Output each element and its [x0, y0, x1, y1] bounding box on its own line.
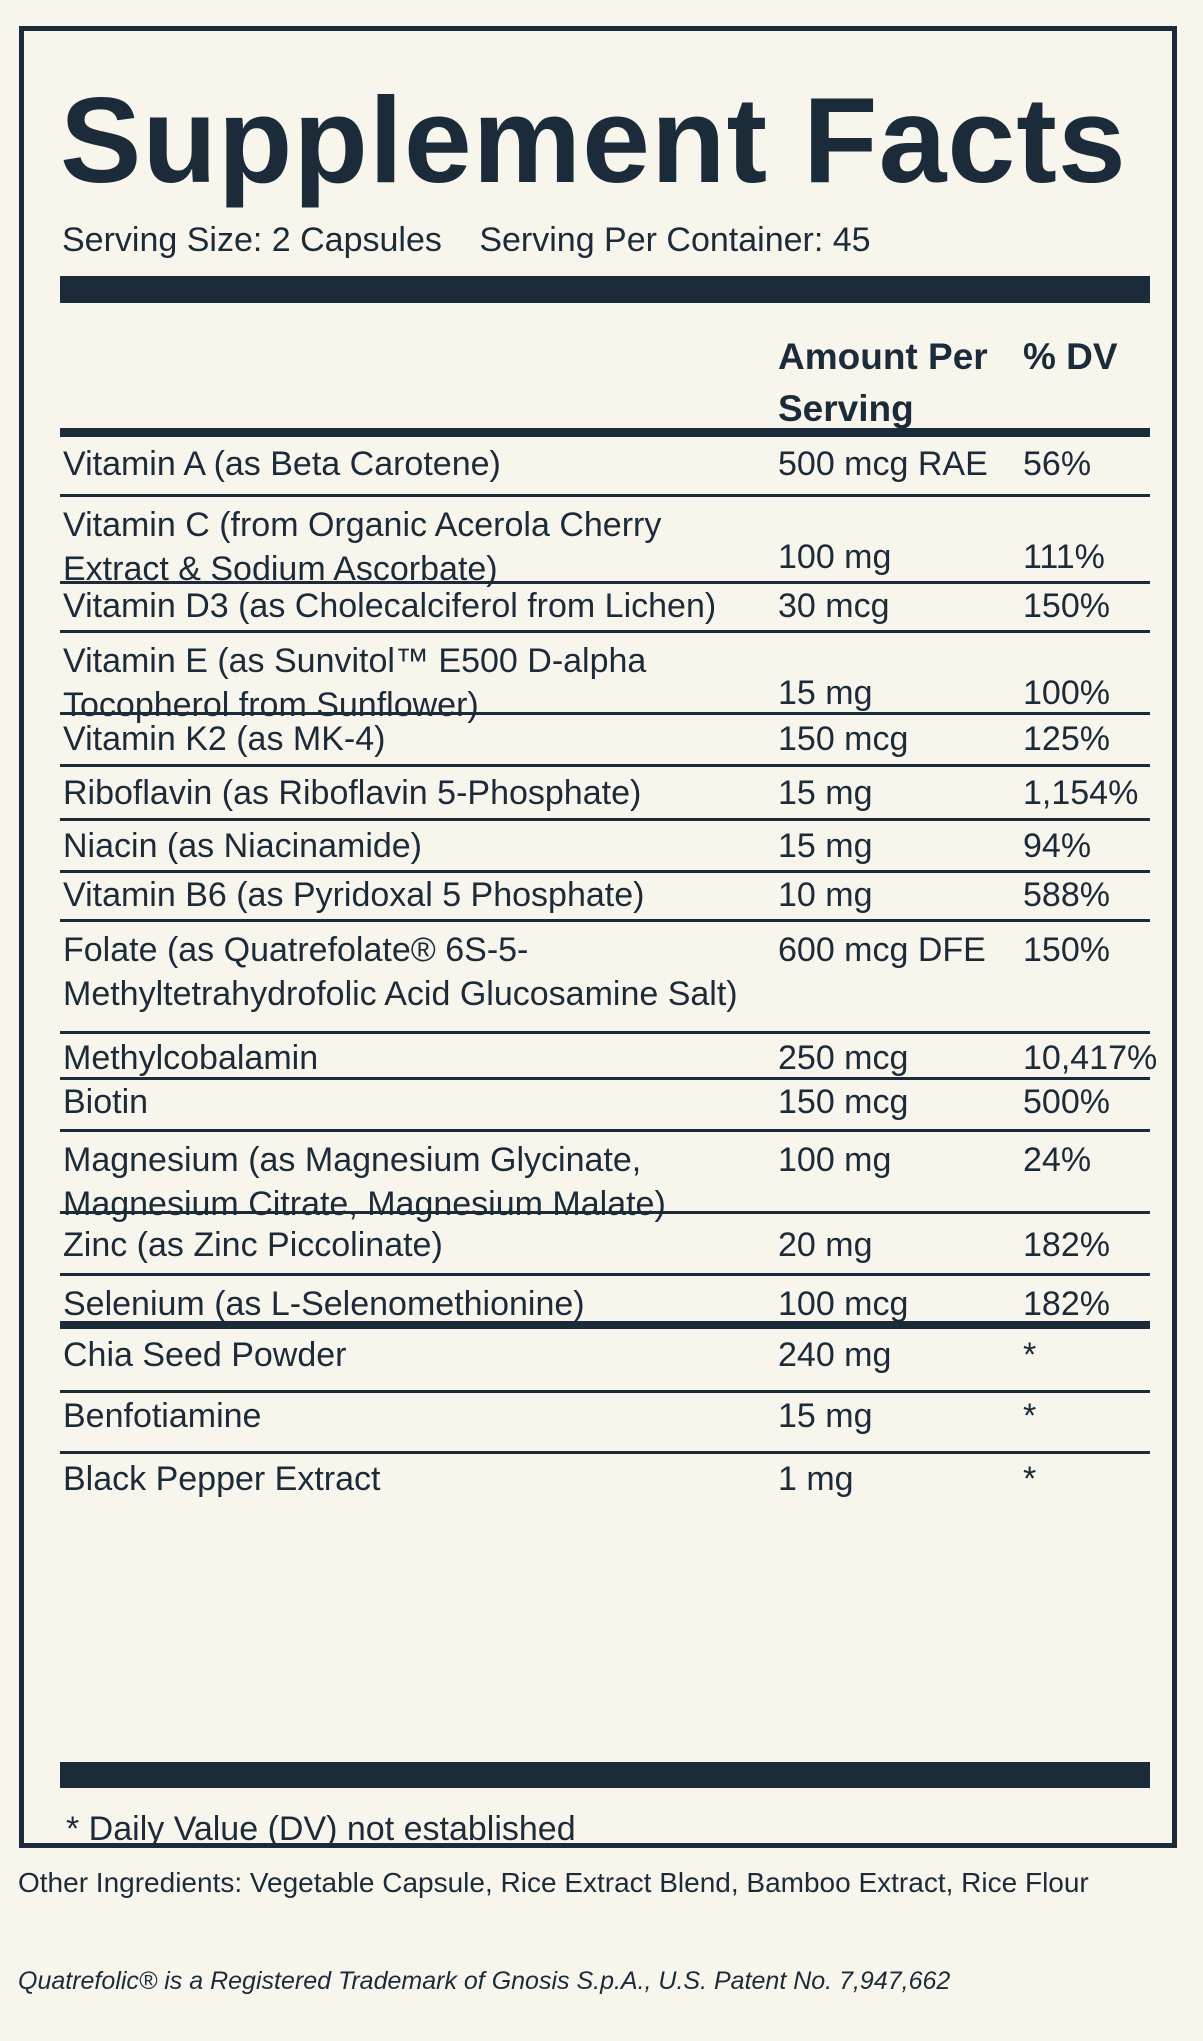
nutrient-daily-value: 24%	[1023, 1141, 1092, 1179]
nutrient-daily-value: 150%	[1023, 931, 1110, 969]
bottom-divider-bar	[60, 1762, 1150, 1788]
nutrient-name: Riboflavin (as Riboflavin 5-Phosphate)	[63, 774, 642, 812]
other-ingredients: Other Ingredients: Vegetable Capsule, Ri…	[18, 1867, 1089, 1898]
nutrient-amount: 15 mg	[778, 1397, 873, 1435]
nutrient-amount: 600 mcg DFE	[778, 931, 986, 969]
nutrient-row: Vitamin A (as Beta Carotene) 500 mcg RAE 5…	[60, 437, 1150, 497]
nutrient-name: Selenium (as L-Selenomethionine)	[63, 1285, 585, 1323]
nutrient-amount: 20 mg	[778, 1226, 873, 1264]
nutrient-table: Vitamin A (as Beta Carotene) 500 mcg RAE 5…	[60, 437, 1157, 1514]
nutrient-daily-value: 125%	[1023, 720, 1110, 758]
nutrient-daily-value: 10,417%	[1023, 1039, 1158, 1077]
nutrient-row: Benfotiamine 15 mg *	[60, 1393, 1150, 1454]
nutrient-name: Folate (as Quatrefolate® 6S-5-Methyltetr…	[63, 931, 738, 1013]
servings-per-container: Serving Per Container: 45	[479, 221, 871, 259]
nutrient-row: Zinc (as Zinc Piccolinate) 20 mg 182%	[60, 1214, 1150, 1276]
nutrient-row: Riboflavin (as Riboflavin 5-Phosphate) 15…	[60, 767, 1150, 821]
nutrient-daily-value: 56%	[1023, 445, 1092, 483]
nutrient-amount: 15 mg	[778, 674, 873, 712]
nutrient-row: Chia Seed Powder 240 mg *	[60, 1329, 1150, 1393]
nutrient-row: Vitamin D3 (as Cholecalciferol from Lich…	[60, 584, 1150, 633]
nutrient-name: Benfotiamine	[63, 1397, 262, 1435]
nutrient-name: Chia Seed Powder	[63, 1336, 347, 1374]
nutrient-row: Vitamin K2 (as MK-4) 150 mcg 125%	[60, 715, 1150, 767]
nutrient-name: Vitamin C (from Organic Acerola Cherry E…	[63, 506, 662, 588]
nutrient-amount: 500 mcg RAE	[778, 445, 988, 483]
nutrient-daily-value: 588%	[1023, 876, 1110, 914]
nutrient-daily-value: 94%	[1023, 827, 1092, 865]
nutrient-name: Black Pepper Extract	[63, 1460, 381, 1498]
nutrient-daily-value: 1,154%	[1023, 774, 1139, 812]
nutrient-daily-value: 500%	[1023, 1083, 1110, 1121]
nutrient-row: Magnesium (as Magnesium Glycinate, Magne…	[60, 1132, 1150, 1223]
nutrient-amount: 10 mg	[778, 876, 873, 914]
nutrient-name: Biotin	[63, 1083, 149, 1121]
serving-size: Serving Size: 2 Capsules	[62, 221, 442, 259]
nutrient-daily-value: 100%	[1023, 674, 1110, 712]
supplement-facts-panel: Supplement Facts Serving Size: 2 Capsule…	[19, 26, 1177, 1848]
nutrient-amount: 250 mcg	[778, 1039, 909, 1077]
nutrient-amount: 100 mg	[778, 538, 892, 576]
nutrient-amount: 30 mcg	[778, 587, 890, 625]
nutrient-amount: 240 mg	[778, 1336, 892, 1374]
nutrient-row: Selenium (as L-Selenomethionine) 100 mcg 1…	[60, 1276, 1150, 1329]
nutrient-amount: 15 mg	[778, 827, 873, 865]
nutrient-name: Vitamin A (as Beta Carotene)	[63, 445, 501, 483]
nutrient-amount: 100 mcg	[778, 1285, 909, 1323]
nutrient-name: Vitamin K2 (as MK-4)	[63, 720, 386, 758]
top-divider-bar	[60, 276, 1150, 303]
nutrient-name: Vitamin E (as Sunvitol™ E500 D-alpha Toc…	[63, 642, 647, 724]
serving-info: Serving Size: 2 Capsules Serving Per Con…	[62, 215, 899, 265]
nutrient-name: Magnesium (as Magnesium Glycinate, Magne…	[63, 1141, 666, 1223]
trademark-notice: Quatrefolic® is a Registered Trademark o…	[18, 1967, 951, 1995]
nutrient-row: Methylcobalamin 250 mcg 10,417%	[60, 1034, 1157, 1080]
nutrient-daily-value: *	[1023, 1336, 1037, 1374]
nutrient-daily-value: 182%	[1023, 1226, 1110, 1264]
dv-footnote: * Daily Value (DV) not established	[66, 1810, 576, 1848]
nutrient-amount: 150 mcg	[778, 720, 909, 758]
nutrient-row: Biotin 150 mcg 500%	[60, 1080, 1150, 1132]
nutrient-daily-value: *	[1023, 1397, 1037, 1435]
nutrient-daily-value: 111%	[1023, 538, 1105, 576]
nutrient-row: Folate (as Quatrefolate® 6S-5-Methyltetr…	[60, 922, 1150, 1034]
nutrient-amount: 150 mcg	[778, 1083, 909, 1121]
nutrient-row: Vitamin E (as Sunvitol™ E500 D-alpha Toc…	[60, 633, 1150, 724]
nutrient-row: Vitamin C (from Organic Acerola Cherry E…	[60, 497, 1150, 588]
nutrient-name: Zinc (as Zinc Piccolinate)	[63, 1226, 443, 1264]
nutrient-name: Methylcobalamin	[63, 1039, 319, 1077]
header-daily-value: % DV	[1023, 336, 1118, 377]
header-divider-bar	[60, 428, 1150, 437]
header-amount-per-serving: Amount Per Serving	[778, 336, 988, 429]
nutrient-amount: 100 mg	[778, 1141, 892, 1179]
nutrient-row: Niacin (as Niacinamide) 15 mg 94%	[60, 821, 1150, 873]
nutrient-amount: 1 mg	[778, 1460, 854, 1498]
nutrient-row: Black Pepper Extract 1 mg *	[60, 1454, 1150, 1514]
nutrient-name: Niacin (as Niacinamide)	[63, 827, 423, 865]
nutrient-daily-value: 150%	[1023, 587, 1110, 625]
nutrient-amount: 15 mg	[778, 774, 873, 812]
nutrient-daily-value: *	[1023, 1460, 1037, 1498]
nutrient-daily-value: 182%	[1023, 1285, 1110, 1323]
page-title: Supplement Facts	[60, 72, 1127, 208]
nutrient-name: Vitamin B6 (as Pyridoxal 5 Phosphate)	[63, 876, 645, 914]
nutrient-row: Vitamin B6 (as Pyridoxal 5 Phosphate) 10 …	[60, 873, 1150, 922]
nutrient-name: Vitamin D3 (as Cholecalciferol from Lich…	[63, 587, 717, 625]
